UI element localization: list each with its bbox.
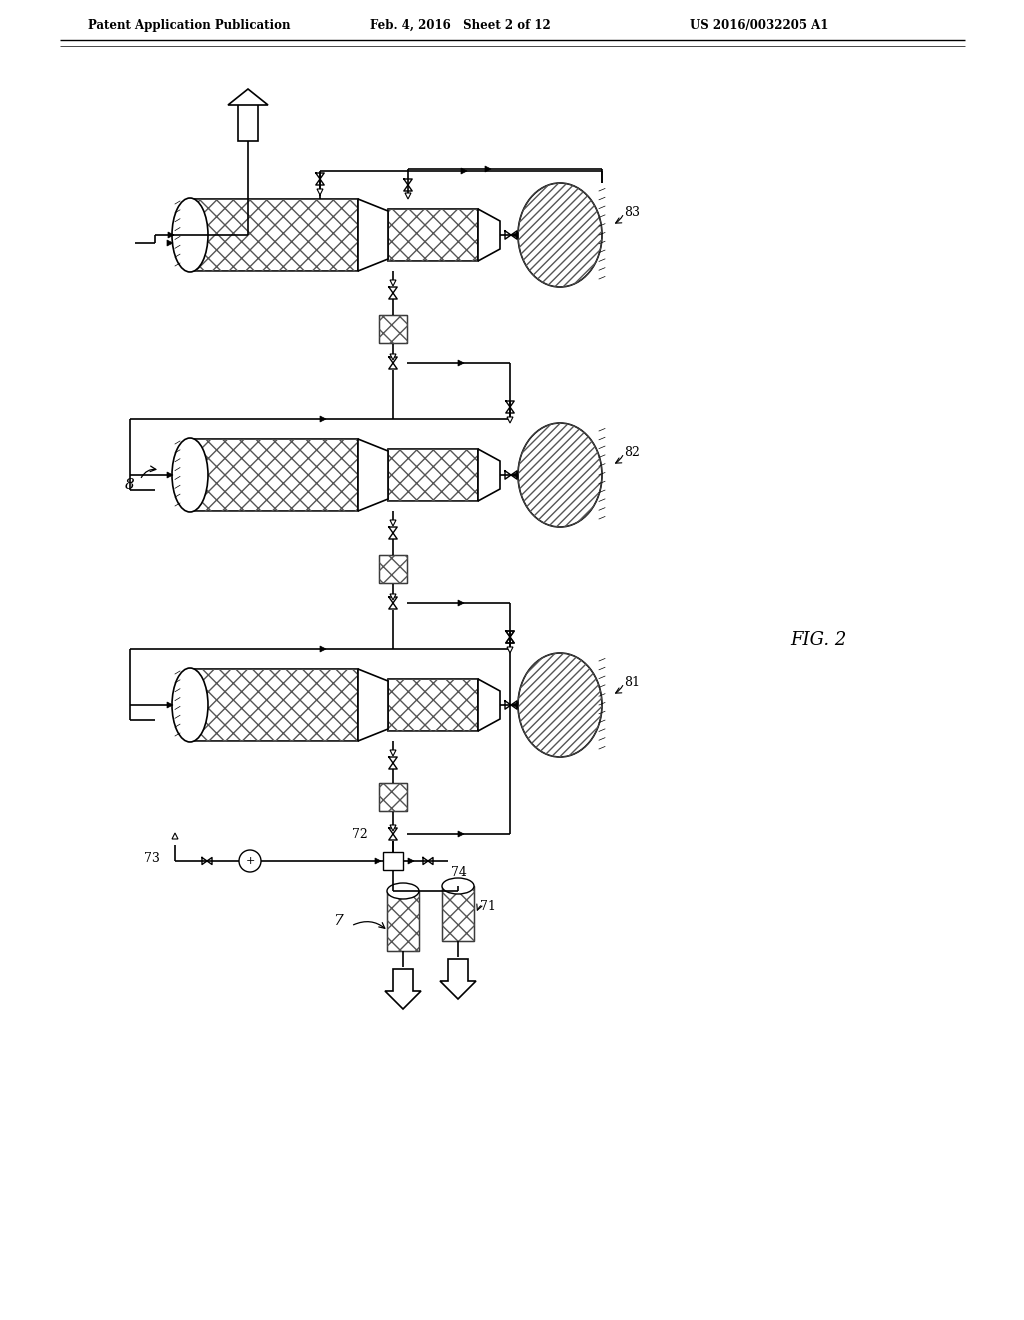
- Polygon shape: [512, 702, 518, 708]
- Text: FIG. 2: FIG. 2: [790, 631, 847, 649]
- Polygon shape: [507, 647, 513, 653]
- Bar: [379, 783, 407, 810]
- Bar: [388, 449, 478, 502]
- Ellipse shape: [172, 438, 208, 512]
- Bar: [387, 891, 419, 950]
- Polygon shape: [485, 166, 490, 172]
- Text: 8: 8: [125, 478, 135, 492]
- Bar: [379, 554, 407, 583]
- Polygon shape: [390, 825, 396, 832]
- Text: 71: 71: [480, 899, 496, 912]
- Polygon shape: [458, 360, 464, 366]
- Polygon shape: [167, 473, 173, 478]
- Ellipse shape: [518, 653, 602, 756]
- Bar: [190, 199, 358, 271]
- Polygon shape: [319, 416, 326, 422]
- Bar: [190, 669, 358, 741]
- Text: US 2016/0032205 A1: US 2016/0032205 A1: [690, 18, 828, 32]
- Polygon shape: [358, 199, 388, 271]
- Bar: [388, 209, 478, 261]
- Polygon shape: [512, 473, 518, 478]
- Polygon shape: [168, 232, 174, 238]
- Bar: [442, 886, 474, 941]
- Bar: [190, 440, 358, 511]
- Polygon shape: [385, 969, 421, 1008]
- Polygon shape: [228, 88, 268, 106]
- Polygon shape: [172, 833, 178, 840]
- Bar: [379, 554, 407, 583]
- Text: 81: 81: [624, 676, 640, 689]
- Bar: [379, 315, 407, 343]
- Bar: [388, 678, 478, 731]
- Text: Feb. 4, 2016   Sheet 2 of 12: Feb. 4, 2016 Sheet 2 of 12: [370, 18, 551, 32]
- Polygon shape: [358, 440, 388, 511]
- Ellipse shape: [172, 198, 208, 272]
- Polygon shape: [458, 601, 464, 606]
- Bar: [387, 891, 419, 950]
- Text: 82: 82: [624, 446, 640, 459]
- Polygon shape: [317, 189, 323, 195]
- Polygon shape: [167, 240, 173, 246]
- Polygon shape: [458, 832, 464, 837]
- Bar: [388, 678, 478, 731]
- Ellipse shape: [442, 878, 474, 894]
- Polygon shape: [512, 232, 518, 238]
- Polygon shape: [478, 449, 500, 502]
- Polygon shape: [390, 594, 396, 601]
- Polygon shape: [167, 702, 173, 708]
- Polygon shape: [406, 193, 411, 199]
- Polygon shape: [478, 678, 500, 731]
- Bar: [379, 315, 407, 343]
- Text: 72: 72: [352, 828, 368, 841]
- Bar: [190, 669, 358, 741]
- Bar: [190, 440, 358, 511]
- Polygon shape: [319, 645, 326, 652]
- Text: Patent Application Publication: Patent Application Publication: [88, 18, 291, 32]
- Bar: [388, 449, 478, 502]
- Polygon shape: [461, 168, 467, 174]
- Text: 7: 7: [333, 913, 343, 928]
- Polygon shape: [408, 858, 414, 865]
- Polygon shape: [375, 858, 381, 865]
- Polygon shape: [390, 280, 396, 286]
- Bar: [383, 851, 403, 870]
- Polygon shape: [507, 417, 513, 422]
- Polygon shape: [390, 750, 396, 756]
- Polygon shape: [390, 520, 396, 525]
- Bar: [379, 783, 407, 810]
- Ellipse shape: [172, 668, 208, 742]
- Polygon shape: [358, 669, 388, 741]
- Circle shape: [239, 850, 261, 873]
- Text: +: +: [246, 855, 255, 866]
- Polygon shape: [478, 209, 500, 261]
- Text: 83: 83: [624, 206, 640, 219]
- Bar: [442, 886, 474, 941]
- Text: 73: 73: [144, 853, 160, 866]
- Bar: [238, 103, 258, 141]
- Bar: [388, 209, 478, 261]
- Ellipse shape: [518, 422, 602, 527]
- Ellipse shape: [387, 883, 419, 899]
- Polygon shape: [440, 960, 476, 999]
- Text: 3: 3: [245, 124, 252, 135]
- Polygon shape: [390, 354, 396, 360]
- Bar: [190, 199, 358, 271]
- Text: 74: 74: [451, 866, 467, 879]
- Ellipse shape: [518, 183, 602, 286]
